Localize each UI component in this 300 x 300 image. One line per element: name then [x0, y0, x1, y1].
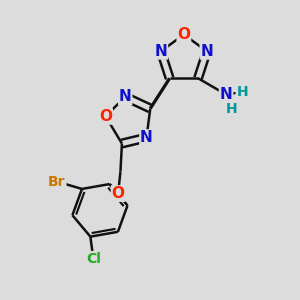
Text: O: O [99, 109, 112, 124]
Text: N: N [140, 130, 153, 145]
Text: N: N [119, 89, 132, 104]
Text: Cl: Cl [86, 252, 101, 266]
Text: N: N [154, 44, 167, 59]
Text: N: N [220, 87, 232, 102]
Text: N: N [200, 44, 213, 59]
Text: H: H [226, 102, 238, 116]
Text: O: O [112, 186, 124, 201]
Text: H: H [236, 85, 248, 99]
Text: O: O [177, 27, 190, 42]
Text: Br: Br [48, 175, 66, 189]
